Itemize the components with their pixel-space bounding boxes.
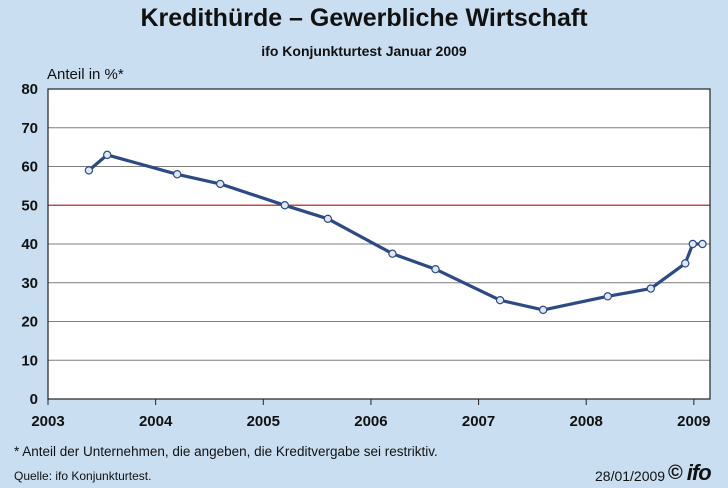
y-tick-label: 40 <box>21 236 38 253</box>
x-tick-label: 2004 <box>139 413 173 430</box>
data-point <box>280 201 290 210</box>
data-point <box>538 305 548 315</box>
chart-subtitle: ifo Konjunkturtest Januar 2009 <box>261 43 467 59</box>
data-point <box>172 170 182 179</box>
y-tick-label: 50 <box>21 197 38 214</box>
y-tick-label: 70 <box>21 120 38 137</box>
data-point <box>388 249 397 258</box>
data-point <box>431 264 440 274</box>
y-tick-label: 80 <box>21 81 38 98</box>
copyright-icon: © <box>668 461 683 484</box>
plot-frame <box>47 88 711 400</box>
data-point <box>681 259 690 268</box>
data-point <box>323 214 333 224</box>
x-tick-label: 2003 <box>31 413 64 430</box>
x-tick-label: 2006 <box>354 413 387 430</box>
data-point <box>603 292 612 301</box>
data-point <box>216 179 225 189</box>
chart-title: Kredithürde – Gewerbliche Wirtschaft <box>140 4 588 32</box>
line-chart: 0 10 20 30 40 50 60 70 80 2003 2004 2005 2006 2007 200… <box>21 81 711 430</box>
logo-text: ifo <box>686 460 712 485</box>
y-tick-label: 30 <box>21 275 38 292</box>
y-tick-label: 0 <box>30 391 38 408</box>
data-point <box>688 239 697 249</box>
x-tick-label: 2007 <box>462 413 495 430</box>
x-tick-label: 2008 <box>570 413 603 430</box>
y-axis-label: Anteil in %* <box>47 66 124 83</box>
y-tick-label: 60 <box>21 159 38 176</box>
data-point <box>698 239 707 249</box>
footnote: * Anteil der Unternehmen, die angeben, d… <box>14 444 438 459</box>
data-point <box>84 166 94 175</box>
x-tick-label: 2009 <box>677 413 710 430</box>
ifo-logo: © ifo <box>668 460 712 485</box>
publication-date: 28/01/2009 <box>595 468 666 484</box>
source-note: Quelle: ifo Konjunkturtest. <box>14 469 152 483</box>
data-point <box>495 295 505 305</box>
y-tick-label: 20 <box>21 314 38 331</box>
y-tick-label: 10 <box>21 352 38 369</box>
data-point <box>103 150 112 160</box>
data-point <box>646 284 655 293</box>
x-tick-label: 2005 <box>247 413 280 430</box>
